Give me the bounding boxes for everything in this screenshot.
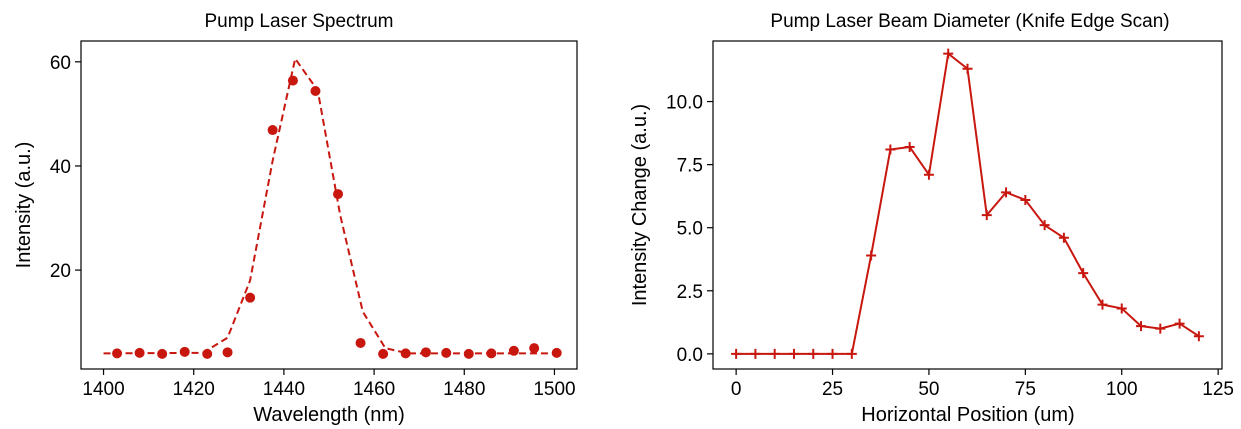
spectrum-x-tick-label: 1460: [353, 379, 395, 400]
beam-diameter-data-point: [731, 348, 742, 359]
spectrum-x-axis-label: Wavelength (nm): [253, 404, 405, 426]
beam-diameter-data-point: [750, 348, 761, 359]
beam-diameter-chart-title: Pump Laser Beam Diameter (Knife Edge Sca…: [770, 11, 1169, 32]
beam-diameter-data-point: [1097, 299, 1108, 310]
beam-diameter-y-tick-label: 5.0: [677, 219, 703, 240]
beam-diameter-data-point: [769, 348, 780, 359]
beam-diameter-y-tick-label: 2.5: [677, 282, 703, 303]
beam-diameter-plot-frame: [712, 40, 1223, 370]
beam-diameter-ticks: 0 25 50 75 100 125 0.0 2.5 5.0 7.5 10.0: [666, 93, 1234, 400]
spectrum-data-point: [310, 85, 321, 96]
spectrum-y-axis-label: Intensity (a.u.): [13, 142, 35, 269]
spectrum-ticks: 1400 1420 1440 1460 1480 1500 20 40 60: [50, 53, 576, 400]
beam-diameter-y-axis-label: Intensity Change (a.u.): [629, 104, 651, 306]
beam-diameter-data-point: [1001, 187, 1012, 198]
beam-diameter-data-point: [981, 210, 992, 221]
beam-diameter-x-tick-label: 100: [1106, 379, 1138, 400]
beam-diameter-x-axis-label: Horizontal Position (um): [861, 404, 1074, 426]
beam-diameter-data-point: [923, 169, 934, 180]
beam-diameter-data-point: [827, 348, 838, 359]
beam-diameter-data-point: [1078, 268, 1089, 279]
beam-diameter-data-point: [1136, 321, 1147, 332]
spectrum-series: [103, 57, 562, 359]
spectrum-y-tick-label: 20: [50, 261, 71, 282]
spectrum-data-point: [551, 347, 562, 358]
beam-diameter-x-tick-label: 125: [1202, 379, 1234, 400]
beam-diameter-data-point: [962, 63, 973, 74]
beam-diameter-data-point: [885, 144, 896, 155]
beam-diameter-data-point: [904, 141, 915, 152]
beam-diameter-data-point: [1039, 220, 1050, 231]
spectrum-data-point: [378, 348, 389, 359]
spectrum-data-point: [179, 346, 190, 357]
beam-diameter-data-point: [1020, 194, 1031, 205]
spectrum-x-tick-label: 1400: [82, 379, 124, 400]
spectrum-data-point: [400, 348, 411, 359]
beam-diameter-data-point: [1174, 318, 1185, 329]
spectrum-x-tick-label: 1480: [443, 379, 485, 400]
spectrum-data-point: [355, 337, 366, 348]
spectrum-data-point: [529, 343, 540, 354]
beam-diameter-chart: Pump Laser Beam Diameter (Knife Edge Sca…: [629, 11, 1234, 426]
spectrum-plot-frame: [80, 40, 578, 370]
spectrum-y-tick-label: 40: [50, 157, 71, 178]
beam-diameter-data-point: [1193, 331, 1204, 342]
beam-diameter-x-tick-label: 75: [1015, 379, 1036, 400]
spectrum-x-tick-label: 1440: [263, 379, 305, 400]
spectrum-data-point: [420, 347, 431, 358]
spectrum-data-point: [245, 292, 256, 303]
beam-diameter-data-point: [846, 348, 857, 359]
spectrum-chart-title: Pump Laser Spectrum: [204, 11, 393, 32]
spectrum-x-tick-label: 1500: [533, 379, 575, 400]
beam-diameter-data-point: [866, 250, 877, 261]
spectrum-fit-line: [103, 57, 555, 355]
spectrum-chart: Pump Laser Spectrum 1400 1420 1440 1460 1480…: [13, 11, 578, 426]
beam-diameter-data-point: [943, 48, 954, 59]
spectrum-data-point: [222, 347, 233, 358]
beam-diameter-data-point: [1116, 303, 1127, 314]
beam-diameter-data-line: [736, 52, 1200, 355]
beam-diameter-series: [731, 48, 1204, 359]
beam-diameter-data-point: [788, 348, 799, 359]
beam-diameter-x-tick-label: 25: [822, 379, 843, 400]
beam-diameter-data-point: [1058, 232, 1069, 243]
beam-diameter-data-point: [808, 348, 819, 359]
spectrum-y-tick-label: 60: [50, 53, 71, 74]
spectrum-data-point: [333, 189, 344, 200]
beam-diameter-y-tick-label: 10.0: [666, 93, 703, 114]
spectrum-data-point: [267, 125, 278, 136]
beam-diameter-y-tick-label: 7.5: [677, 156, 703, 177]
beam-diameter-data-point: [1155, 323, 1166, 334]
beam-diameter-x-tick-label: 50: [918, 379, 939, 400]
spectrum-x-tick-label: 1420: [173, 379, 215, 400]
beam-diameter-x-tick-label: 0: [731, 379, 742, 400]
beam-diameter-y-tick-label: 0.0: [677, 345, 703, 366]
